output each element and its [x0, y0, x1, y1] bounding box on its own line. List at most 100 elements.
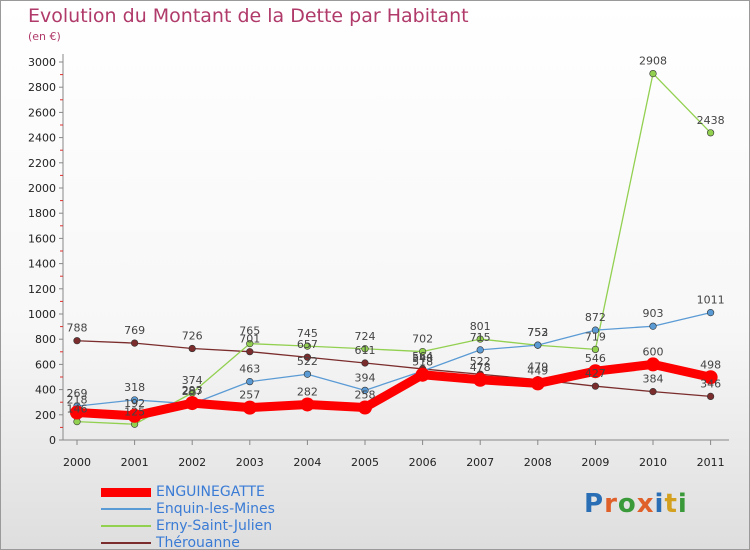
data-label: 701: [239, 333, 260, 346]
x-tick-label: 2003: [236, 456, 264, 469]
data-point-2: [649, 69, 657, 78]
x-tick-label: 2010: [639, 456, 667, 469]
data-label: 293: [182, 384, 203, 397]
data-point-1: [649, 322, 657, 330]
data-label: 384: [643, 373, 664, 386]
legend-swatch: [101, 525, 151, 527]
x-tick-label: 2000: [63, 456, 91, 469]
data-label: 724: [355, 330, 376, 343]
legend-label: ENGUINEGATTE: [156, 484, 265, 500]
data-point-0: [415, 367, 430, 382]
data-point-0: [646, 357, 660, 372]
data-point-0: [530, 376, 545, 391]
data-label: 318: [124, 381, 145, 394]
chart-subtitle: (en €): [28, 30, 61, 43]
x-tick-label: 2004: [293, 456, 321, 469]
data-point-1: [591, 326, 600, 334]
data-label: 522: [297, 355, 318, 368]
data-label: 282: [297, 385, 318, 398]
data-label: 719: [585, 330, 606, 343]
data-point-2: [246, 340, 254, 348]
data-label: 269: [67, 387, 88, 400]
data-point-1: [476, 346, 484, 354]
data-point-2: [476, 335, 484, 343]
series-line-0: [72, 359, 716, 421]
data-point-1: [361, 386, 369, 394]
data-label: 518: [412, 356, 433, 369]
data-point-0: [242, 400, 257, 415]
data-label: 872: [585, 311, 606, 324]
data-point-3: [303, 353, 312, 361]
y-tick-label: 0: [49, 434, 56, 447]
series-line-3: [76, 340, 712, 398]
data-point-2: [361, 345, 369, 353]
legend-swatch: [101, 542, 151, 544]
data-label: 479: [527, 361, 548, 374]
data-label: 726: [182, 330, 203, 343]
data-label: 2438: [697, 114, 725, 127]
legend-swatch: [101, 508, 151, 510]
legend-label: Thérouanne: [156, 535, 240, 550]
y-tick-label: 2200: [28, 157, 56, 170]
data-point-3: [361, 359, 369, 367]
data-label: 702: [412, 333, 433, 346]
data-label: 765: [239, 325, 260, 338]
y-tick-label: 2400: [28, 132, 56, 145]
data-label: 394: [355, 371, 376, 384]
y-tick-label: 1200: [28, 283, 56, 296]
data-label: 374: [182, 374, 203, 387]
data-point-0: [185, 396, 200, 411]
legend-swatch: [101, 487, 151, 497]
data-point-0: [127, 408, 142, 423]
data-point-3: [591, 382, 600, 390]
data-label: 657: [297, 338, 318, 351]
x-tick-label: 2008: [524, 456, 552, 469]
y-tick-label: 1000: [28, 308, 56, 321]
data-point-0: [588, 364, 603, 379]
legend-label: Erny-Saint-Julien: [156, 518, 273, 534]
proxiti-logo: Proxiti: [584, 489, 688, 519]
data-label: 753: [527, 326, 548, 339]
y-tick-label: 1600: [28, 232, 56, 245]
y-tick-label: 1400: [28, 258, 56, 271]
data-point-0: [473, 372, 488, 387]
data-label: 257: [239, 389, 260, 402]
data-point-1: [246, 378, 254, 386]
legend-label: Enquin-les-Mines: [156, 501, 275, 517]
data-label: 478: [470, 361, 491, 374]
y-tick-label: 800: [35, 333, 56, 346]
data-label: 745: [297, 327, 318, 340]
data-point-1: [303, 370, 312, 378]
data-label: 218: [67, 394, 88, 407]
data-label: 752: [527, 326, 548, 339]
x-tick-label: 2001: [121, 456, 149, 469]
data-label: 788: [67, 322, 88, 335]
data-label: 611: [355, 344, 376, 357]
data-point-2: [591, 345, 600, 354]
y-tick-label: 2600: [28, 106, 56, 119]
data-point-1: [534, 341, 542, 349]
data-label: 801: [470, 320, 491, 333]
data-point-1: [131, 396, 139, 404]
y-tick-label: 2800: [28, 81, 56, 94]
data-label: 449: [527, 364, 548, 377]
data-point-2: [303, 342, 312, 350]
data-label: 463: [239, 363, 260, 376]
data-label: 498: [700, 358, 721, 371]
data-label: 600: [643, 345, 664, 358]
data-label: 125: [124, 405, 145, 418]
data-label: 769: [124, 324, 145, 337]
data-label: 146: [67, 403, 88, 416]
y-tick-label: 400: [35, 384, 56, 397]
data-label: 2908: [639, 55, 667, 68]
series-line-2: [76, 72, 712, 425]
data-point-1: [706, 309, 715, 317]
y-tick-label: 3000: [28, 56, 56, 69]
x-tick-label: 2007: [466, 456, 494, 469]
data-label: 715: [470, 331, 491, 344]
data-label: 564: [412, 350, 433, 363]
data-label: 548: [412, 352, 433, 365]
data-label: 192: [124, 397, 145, 410]
data-label: 1011: [697, 294, 725, 307]
